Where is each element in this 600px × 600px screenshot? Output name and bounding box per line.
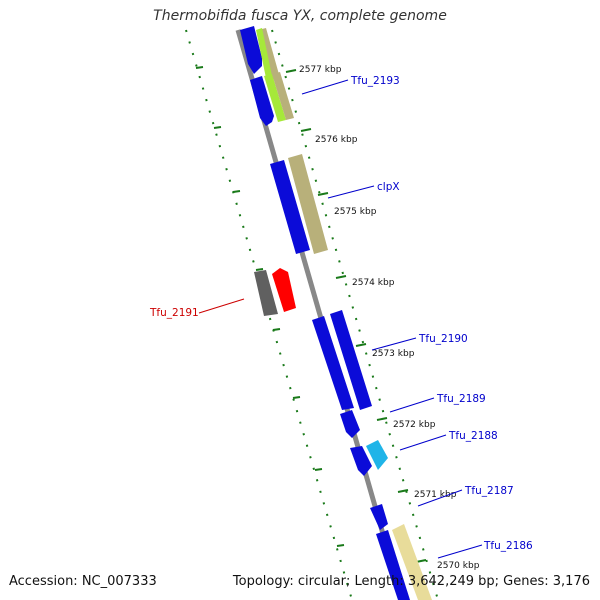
map-title: Thermobifida fusca YX, complete genome bbox=[153, 8, 447, 24]
cds-blue bbox=[376, 530, 410, 600]
leader-line bbox=[301, 79, 349, 95]
gene-label-tfu-2190[interactable]: Tfu_2190 bbox=[418, 333, 468, 345]
tick-label: 2575 kbp bbox=[334, 207, 377, 217]
cds-lime bbox=[256, 28, 272, 78]
gene-label-tfu-2187[interactable]: Tfu_2187 bbox=[464, 485, 514, 497]
cds-red bbox=[272, 268, 296, 312]
tick-mark bbox=[397, 489, 409, 493]
gene-features bbox=[240, 26, 432, 600]
kbp-tick-labels: 2577 kbp 2576 kbp 2575 kbp 2574 kbp 2573… bbox=[299, 65, 480, 571]
tick-label: 2574 kbp bbox=[352, 278, 395, 288]
leader-line bbox=[327, 185, 375, 199]
gene-label-tfu-2191[interactable]: Tfu_2191 bbox=[149, 307, 199, 319]
leader-line bbox=[437, 544, 483, 559]
tick-label: 2577 kbp bbox=[299, 65, 342, 75]
gene-label-tfu-2189[interactable]: Tfu_2189 bbox=[436, 393, 486, 405]
cds-lime bbox=[264, 74, 286, 122]
tick-label: 2571 kbp bbox=[414, 490, 457, 500]
tick-mark bbox=[355, 343, 367, 347]
leader-line bbox=[389, 397, 435, 413]
leader-line bbox=[417, 489, 463, 507]
left-tick-marks bbox=[195, 66, 345, 547]
cds-khaki-clpx bbox=[288, 154, 328, 254]
gene-leader-lines bbox=[198, 79, 483, 559]
tick-mark bbox=[300, 128, 312, 132]
leader-line bbox=[371, 337, 417, 351]
cds-blue bbox=[250, 76, 274, 126]
cds-khaki bbox=[272, 72, 294, 120]
gene-labels: Tfu_2193 clpX Tfu_2191 Tfu_2190 Tfu_2189… bbox=[149, 75, 533, 552]
cds-blue bbox=[340, 410, 360, 438]
gene-label-clpx[interactable]: clpX bbox=[377, 181, 400, 193]
tick-mark bbox=[335, 275, 347, 279]
cds-blue bbox=[330, 310, 372, 410]
tick-mark bbox=[376, 417, 388, 421]
genome-stats-text: Topology: circular; Length: 3,642,249 bp… bbox=[232, 574, 590, 589]
tick-label: 2576 kbp bbox=[315, 135, 358, 145]
tick-mark bbox=[317, 192, 329, 196]
cds-cyan bbox=[366, 440, 388, 470]
cds-blue-clpx bbox=[270, 160, 310, 254]
cds-pale bbox=[392, 524, 432, 600]
gene-label-tfu-2188[interactable]: Tfu_2188 bbox=[448, 430, 498, 442]
leader-line bbox=[198, 298, 245, 314]
tick-label: 2570 kbp bbox=[437, 561, 480, 571]
cds-gray bbox=[254, 270, 278, 316]
tick-label: 2572 kbp bbox=[393, 420, 436, 430]
cds-blue bbox=[312, 316, 354, 410]
gene-label-tfu-2193[interactable]: Tfu_2193 bbox=[350, 75, 400, 87]
cds-blue bbox=[370, 504, 388, 530]
accession-text: Accession: NC_007333 bbox=[9, 574, 157, 589]
tick-mark bbox=[285, 69, 297, 73]
gene-label-tfu-2186[interactable]: Tfu_2186 bbox=[483, 540, 533, 552]
tick-label: 2573 kbp bbox=[372, 349, 415, 359]
leader-line bbox=[399, 434, 447, 451]
cds-blue bbox=[350, 446, 372, 476]
cds-blue bbox=[240, 26, 262, 74]
tick-track-right bbox=[271, 29, 439, 600]
